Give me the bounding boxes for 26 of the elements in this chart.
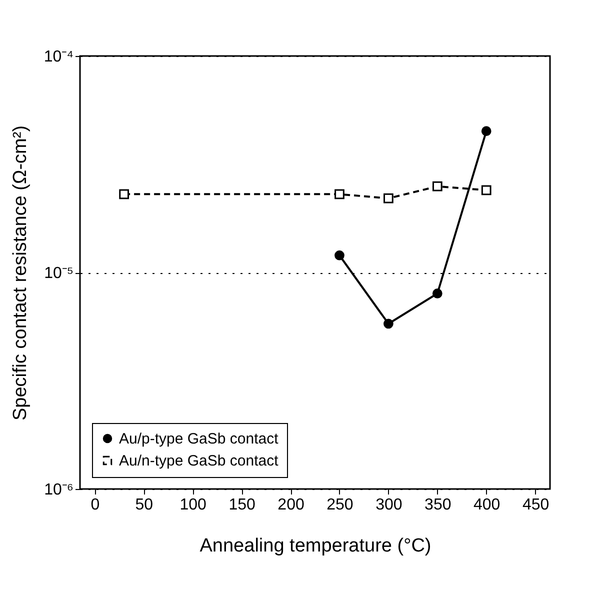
x-tick-label: 200	[278, 496, 304, 514]
x-tick-label: 450	[522, 496, 550, 514]
x-tick-label: 250	[326, 496, 354, 514]
x-tick-label: 400	[474, 496, 500, 514]
point	[119, 189, 129, 200]
legend-label: Au/p-type GaSb contact	[119, 430, 280, 448]
point	[432, 288, 442, 298]
x-tick-label: 0	[90, 496, 100, 514]
x-axis-title: Annealing temperature (°C)	[200, 536, 432, 556]
point	[384, 193, 394, 204]
y-tick-label: 10⁻⁶	[44, 482, 74, 498]
legend-label: Au/n-type GaSb contact	[119, 452, 280, 470]
point	[481, 126, 492, 136]
x-tick-label: 100	[180, 496, 207, 514]
x-tick-label: 300	[376, 496, 402, 514]
point	[481, 185, 492, 196]
x-tick-label: 150	[228, 496, 256, 514]
point	[432, 181, 442, 192]
x-tick-label: 350	[424, 496, 452, 514]
x-tick-label: 50	[135, 496, 154, 514]
y-axis-title: Specific contact resistance (Ω-cm²)	[10, 125, 31, 421]
y-tick-label: 10⁻⁵	[44, 265, 74, 282]
point	[334, 250, 344, 260]
y-tick-label: 10⁻⁴	[44, 48, 74, 66]
point	[334, 189, 344, 200]
point	[384, 318, 394, 329]
